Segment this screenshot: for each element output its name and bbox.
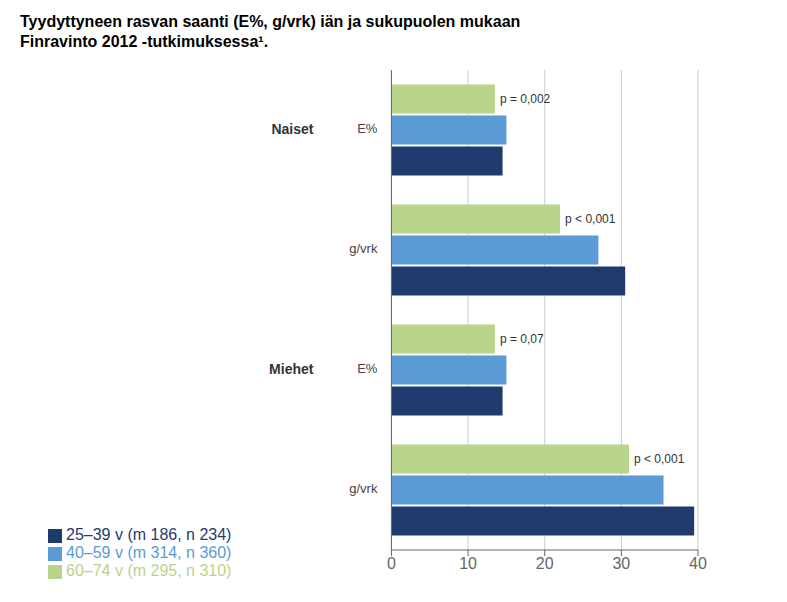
svg-text:10: 10 <box>459 555 477 572</box>
svg-text:20: 20 <box>536 555 554 572</box>
svg-text:g/vrk: g/vrk <box>349 241 378 256</box>
svg-text:g/vrk: g/vrk <box>349 481 378 496</box>
svg-text:Naiset: Naiset <box>271 121 313 137</box>
svg-text:0: 0 <box>387 555 396 572</box>
svg-text:30: 30 <box>612 555 630 572</box>
svg-text:p < 0,001: p < 0,001 <box>565 212 616 226</box>
svg-text:E%: E% <box>357 361 378 376</box>
svg-text:40: 40 <box>689 555 707 572</box>
svg-text:p = 0,002: p = 0,002 <box>500 92 551 106</box>
svg-text:p < 0,001: p < 0,001 <box>634 452 685 466</box>
html-text:Tyydyttyneen rasvan saanti (E%: Tyydyttyneen rasvan saanti (E%, g/vrk) i… <box>20 13 521 30</box>
svg-text:Miehet: Miehet <box>269 361 314 377</box>
svg-text:p = 0,07: p = 0,07 <box>500 332 544 346</box>
html-text:25–39 v (m 186, n 234): 25–39 v (m 186, n 234) <box>66 526 232 543</box>
html-text:Finravinto 2012 -tutkimuksessa: Finravinto 2012 -tutkimuksessa¹. <box>20 33 269 50</box>
html-text:60–74 v (m 295, n 310): 60–74 v (m 295, n 310) <box>66 562 232 579</box>
svg-text:E%: E% <box>357 121 378 136</box>
html-text:40–59 v (m 314, n 360): 40–59 v (m 314, n 360) <box>66 544 232 561</box>
